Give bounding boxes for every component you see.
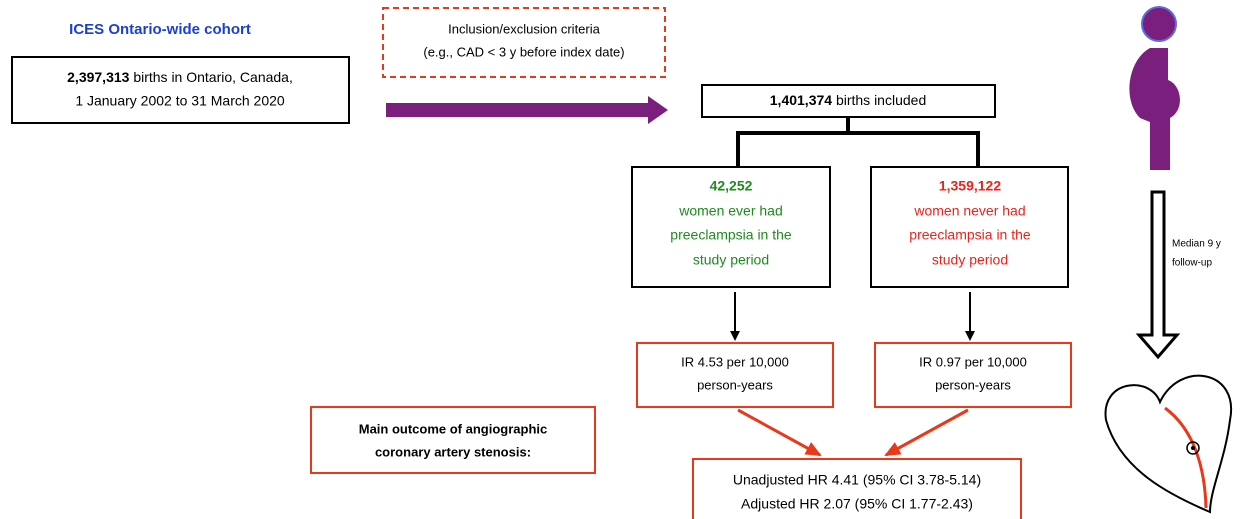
- outcome-box: [311, 407, 595, 473]
- group-count: 1,359,122: [939, 178, 1001, 194]
- ir-line: person-years: [935, 377, 1011, 392]
- ir-box: [875, 343, 1071, 407]
- outcome-line: Main outcome of angiographic: [359, 421, 548, 436]
- group-line: preeclampsia in the: [670, 227, 792, 243]
- arrow: [738, 410, 820, 455]
- group-line: women ever had: [678, 203, 783, 219]
- outcome-line: coronary artery stenosis:: [375, 444, 531, 459]
- group-line: preeclampsia in the: [909, 227, 1031, 243]
- included-count: 1,401,374: [770, 92, 832, 108]
- followup-line: follow-up: [1172, 258, 1212, 269]
- criteria-line: Inclusion/exclusion criteria: [448, 21, 601, 36]
- cohort-label: ICES Ontario-wide cohort: [69, 21, 251, 38]
- source-box: [12, 57, 349, 123]
- source-line2: 1 January 2002 to 31 March 2020: [75, 93, 285, 109]
- ir-line: IR 0.97 per 10,000: [919, 354, 1027, 369]
- source-count: 2,397,313: [67, 69, 129, 85]
- page: {"cohort_label": "ICES Ontario-wide coho…: [0, 0, 1242, 519]
- ir-box: [637, 343, 833, 407]
- followup-line: Median 9 y: [1172, 239, 1221, 250]
- ir-line: person-years: [697, 377, 773, 392]
- source-text: births in Ontario, Canada,: [129, 69, 292, 85]
- bracket: [738, 117, 978, 168]
- result-line: Adjusted HR 2.07 (95% CI 1.77-2.43): [741, 496, 973, 512]
- diagram: ICES Ontario-wide cohort 2,397,313 birth…: [0, 0, 1242, 519]
- group-line: women never had: [913, 203, 1025, 219]
- group-count: 42,252: [710, 178, 753, 194]
- source-line1: 2,397,313 births in Ontario, Canada,: [67, 69, 293, 85]
- criteria-box: [383, 8, 665, 77]
- heart-icon: [1106, 376, 1232, 512]
- group-text: 42,252 women ever had preeclampsia in th…: [670, 178, 792, 268]
- included-rest: births included: [832, 92, 926, 108]
- group-line: study period: [693, 252, 769, 268]
- included-text: 1,401,374 births included: [770, 92, 926, 108]
- result-line: Unadjusted HR 4.41 (95% CI 3.78-5.14): [733, 472, 981, 488]
- arrow: [886, 410, 968, 455]
- flow-arrow: [386, 96, 668, 124]
- criteria-line: (e.g., CAD < 3 y before index date): [423, 44, 624, 59]
- woman-icon: [1129, 7, 1180, 170]
- followup-arrow: [1139, 192, 1177, 357]
- group-line: study period: [932, 252, 1008, 268]
- ir-line: IR 4.53 per 10,000: [681, 354, 789, 369]
